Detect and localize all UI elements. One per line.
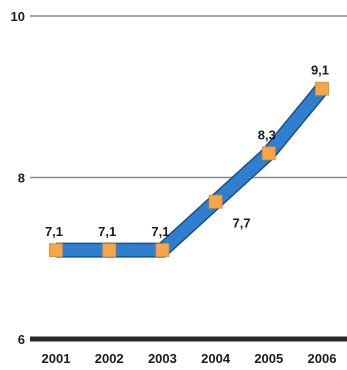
data-labels: 7,1 7,1 7,1 7,7 8,3 9,1 [45,63,329,240]
series-line [56,83,328,258]
x-tick-label-2006: 2006 [308,351,337,366]
y-tick-label-8: 8 [18,171,25,186]
y-axis-ticks: 10 8 6 [11,9,25,347]
x-tick-label-2002: 2002 [95,351,124,366]
data-label-2002: 7,1 [98,224,116,239]
data-point-2001 [49,243,63,258]
series-line-stroke [56,84,327,257]
x-tick-label-2003: 2003 [148,351,177,366]
x-tick-label-2004: 2004 [201,351,231,366]
y-tick-label-10: 10 [11,9,25,24]
grid-lines [30,15,347,342]
data-label-2003: 7,1 [151,224,169,239]
data-markers [49,81,329,258]
data-label-2004: 7,7 [233,216,251,231]
x-tick-label-2005: 2005 [254,351,283,366]
data-label-2006: 9,1 [311,63,329,78]
x-tick-label-2001: 2001 [42,351,71,366]
data-point-2002 [102,243,117,258]
data-point-2004 [208,194,223,209]
data-point-2006 [315,81,329,96]
data-label-2005: 8,3 [258,127,276,142]
x-axis-ticks: 2001 2002 2003 2004 2005 2006 [42,351,337,366]
y-tick-label-6: 6 [18,332,25,347]
data-point-2003 [155,243,170,258]
data-point-2005 [261,146,276,161]
data-label-2001: 7,1 [45,224,63,239]
